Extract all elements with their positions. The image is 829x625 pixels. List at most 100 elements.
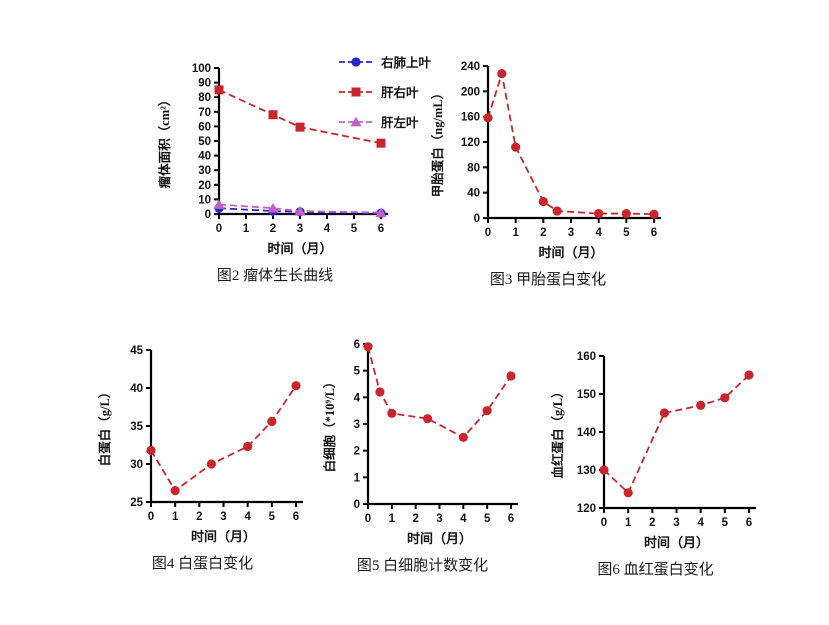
series-0	[599, 370, 754, 498]
y-tick-label: 70	[198, 107, 211, 119]
x-tick-label: 4	[244, 511, 251, 523]
y-tick-label: 30	[130, 459, 143, 471]
x-tick-label: 4	[595, 227, 602, 239]
figure-afp: 0 40 80 120 160 200 240 0 1 2 3 4 5 6 甲胎蛋白（ng/mL） 时间（月）…	[428, 36, 668, 289]
wbc-plot: 0 1 2 3 4 5 6 0 1 2 3 4 5 6 白细胞（*10⁹/L） 时间（月）	[322, 339, 518, 546]
x-axis-title: 时间（月）	[191, 529, 256, 544]
legend-item-1: 肝右叶	[338, 82, 431, 101]
y-tick-label: 60	[198, 121, 211, 133]
axes: 120 130 140 150 160 0 1 2 3 4 5 6	[577, 351, 756, 529]
x-tick-label: 1	[625, 517, 632, 529]
y-tick-label: 120	[577, 503, 596, 515]
figure-caption-fig6: 图6 血红蛋白变化	[597, 562, 714, 578]
x-tick-label: 0	[216, 223, 222, 235]
x-axis-title: 时间（月）	[407, 531, 472, 546]
y-tick-label: 140	[577, 427, 596, 439]
x-tick-label: 5	[351, 223, 358, 235]
y-tick-label: 240	[461, 61, 480, 73]
x-tick-label: 1	[172, 511, 179, 523]
x-tick-label: 1	[389, 513, 396, 525]
y-axis-title: 甲胎蛋白（ng/mL）	[430, 87, 445, 197]
legend-marker-circle-icon	[339, 56, 373, 67]
y-tick-label: 80	[198, 92, 211, 104]
figure-caption-fig5: 图5 白细胞计数变化	[356, 558, 489, 574]
x-axis-title: 时间（月）	[267, 241, 332, 256]
x-tick-label: 1	[243, 223, 250, 235]
y-axis-title: 瘤体面积（cm²）	[157, 94, 172, 189]
y-tick-label: 0	[474, 213, 480, 225]
x-tick-label: 6	[508, 513, 514, 525]
series-0	[146, 381, 301, 496]
x-tick-label: 0	[601, 517, 607, 529]
x-tick-label: 0	[148, 511, 154, 523]
x-axis-title: 时间（月）	[538, 245, 603, 260]
y-axis-title: 白细胞（*10⁹/L）	[322, 376, 337, 473]
legend-label: 肝左叶	[381, 116, 419, 130]
series-1	[214, 85, 386, 148]
y-tick-label: 0	[205, 209, 211, 221]
y-axis-title: 血红蛋白（g/L）	[550, 385, 565, 478]
x-tick-label: 3	[297, 223, 303, 235]
x-tick-label: 6	[746, 517, 752, 529]
x-tick-label: 2	[270, 223, 276, 235]
y-tick-label: 25	[130, 497, 143, 509]
axes: 0 10 20 30 40 50 60 70 80 90 100 0 1 2 3 4 5 6	[192, 63, 388, 235]
x-tick-label: 0	[365, 513, 371, 525]
y-tick-label: 30	[198, 165, 211, 177]
legend-label: 右肺上叶	[381, 56, 432, 70]
figure-wbc: 0 1 2 3 4 5 6 0 1 2 3 4 5 6 白细胞（*10⁹/L） 时间（月） 图5 白细胞计数变…	[320, 326, 525, 575]
x-tick-label: 4	[324, 223, 331, 235]
y-tick-label: 80	[467, 162, 480, 174]
figure-caption-fig2: 图2 瘤体生长曲线	[216, 268, 334, 284]
y-tick-label: 1	[354, 472, 361, 484]
y-tick-label: 120	[461, 137, 480, 149]
series-0	[363, 342, 516, 442]
y-tick-label: 40	[130, 383, 143, 395]
figure-caption-fig3: 图3 甲胎蛋白变化	[489, 272, 607, 288]
figure-caption-fig4: 图4 白蛋白变化	[151, 556, 254, 572]
afp-plot: 0 40 80 120 160 200 240 0 1 2 3 4 5 6 甲胎蛋白（ng/mL） 时间（月）	[430, 61, 661, 260]
legend-item-2: 肝左叶	[338, 112, 431, 131]
x-tick-label: 0	[485, 227, 491, 239]
legend-marker-square-icon	[339, 87, 373, 96]
y-tick-label: 40	[198, 151, 211, 163]
x-tick-label: 5	[623, 227, 630, 239]
x-tick-label: 4	[697, 517, 704, 529]
y-tick-label: 6	[354, 339, 360, 351]
x-tick-label: 5	[269, 511, 276, 523]
y-axis-title: 白蛋白（g/L）	[97, 386, 112, 467]
y-tick-label: 3	[354, 419, 360, 431]
x-tick-label: 6	[293, 511, 299, 523]
x-tick-label: 2	[540, 227, 546, 239]
x-tick-label: 3	[568, 227, 574, 239]
hemoglobin-plot: 120 130 140 150 160 0 1 2 3 4 5 6 血红蛋白（g/L） 时间（月）	[550, 351, 756, 550]
figure-hemoglobin: 120 130 140 150 160 0 1 2 3 4 5 6 血红蛋白（g/L） 时间（月） 图6 …	[548, 336, 763, 579]
x-tick-label: 1	[512, 227, 519, 239]
y-tick-label: 45	[130, 345, 143, 357]
y-tick-label: 2	[354, 446, 360, 458]
x-tick-label: 2	[649, 517, 655, 529]
y-tick-label: 20	[198, 180, 211, 192]
axes: 0 1 2 3 4 5 6 0 1 2 3 4 5 6	[354, 339, 518, 525]
series-2	[213, 199, 387, 217]
x-tick-label: 6	[651, 227, 657, 239]
x-tick-label: 3	[436, 513, 442, 525]
x-tick-label: 3	[220, 511, 226, 523]
y-tick-label: 0	[354, 499, 360, 511]
y-tick-label: 10	[198, 194, 211, 206]
y-tick-label: 130	[577, 465, 596, 477]
y-tick-label: 160	[577, 351, 596, 363]
series-0	[483, 69, 659, 219]
x-tick-label: 3	[673, 517, 679, 529]
y-tick-label: 150	[577, 389, 596, 401]
axes: 0 40 80 120 160 200 240 0 1 2 3 4 5 6	[461, 61, 661, 239]
y-tick-label: 35	[130, 421, 143, 433]
legend-label: 肝右叶	[381, 86, 419, 100]
x-tick-label: 5	[722, 517, 729, 529]
y-tick-label: 5	[354, 366, 361, 378]
tumor-growth-legend: 右肺上叶肝右叶肝左叶	[338, 52, 431, 131]
x-tick-label: 5	[484, 513, 491, 525]
tumor-growth-plot: 0 10 20 30 40 50 60 70 80 90 100 0 1 2 3 4 5 6 瘤体面积（cm²） 时间…	[157, 63, 388, 256]
